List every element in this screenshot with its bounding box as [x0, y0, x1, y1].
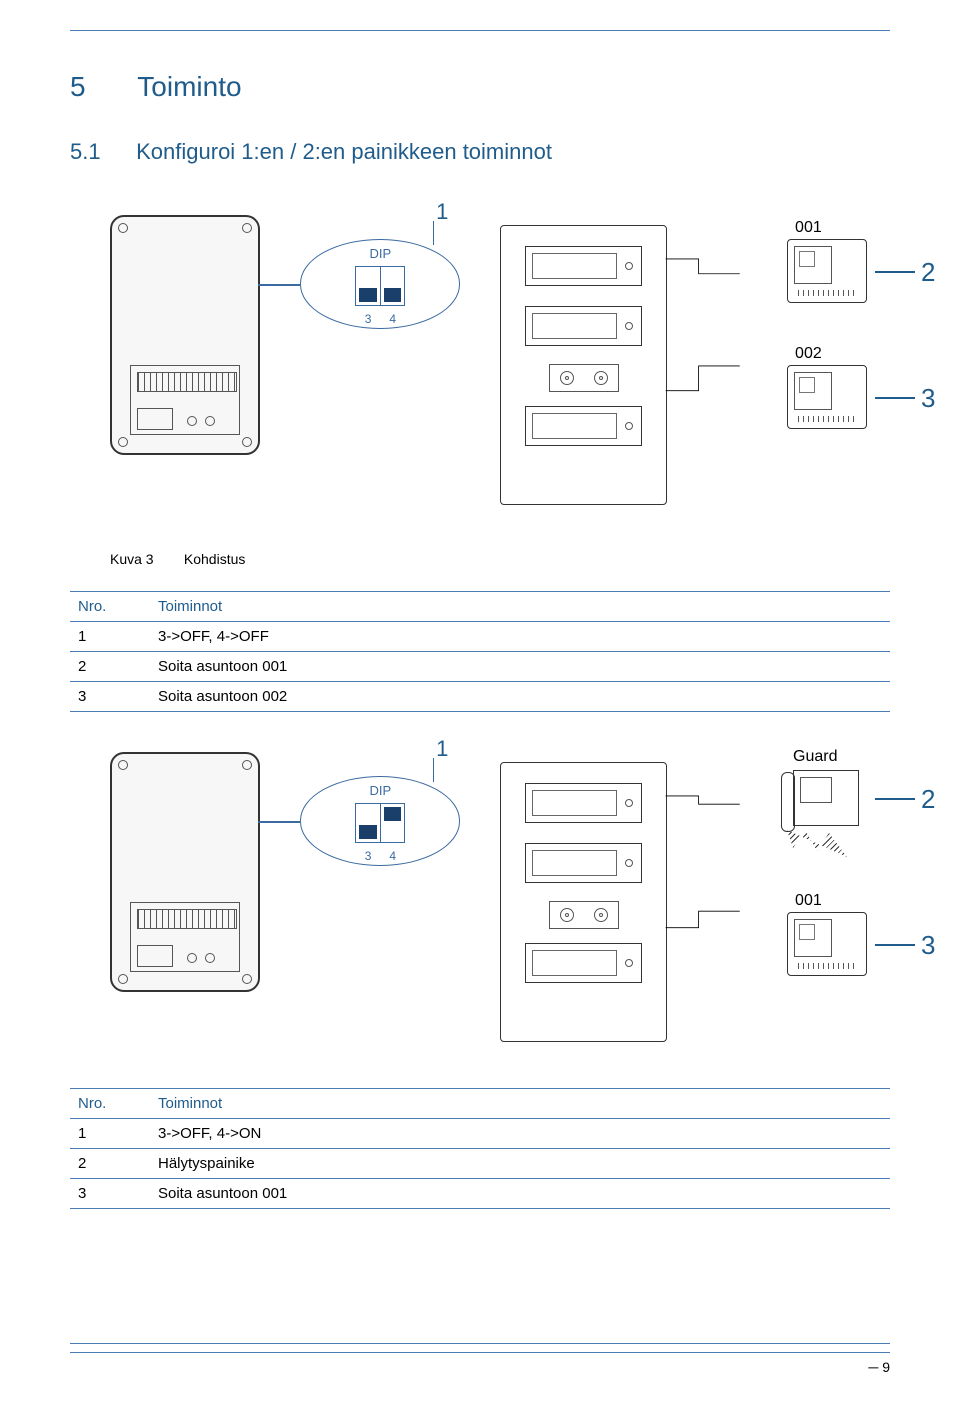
callout-3: 3 [921, 383, 935, 414]
page-number: 9 [882, 1359, 890, 1375]
indoor-station-icon [787, 239, 867, 303]
table-row: 3 Soita asuntoon 002 [70, 682, 890, 712]
caption-fig: Kuva 3 [110, 551, 180, 567]
h1-text: Toiminto [137, 71, 241, 102]
th-nro: Nro. [70, 592, 150, 622]
guard-unit-icon [781, 770, 871, 860]
section-heading-2: 5.1 Konfiguroi 1:en / 2:en painikkeen to… [70, 139, 890, 165]
section-heading-1: 5 Toiminto [70, 71, 890, 103]
device-back-icon [110, 215, 260, 455]
footer-dash: ─ [868, 1359, 878, 1375]
table-row: 2 Hälytyspainike [70, 1149, 890, 1179]
page: 5 Toiminto 5.1 Konfiguroi 1:en / 2:en pa… [0, 0, 960, 1209]
h2-text: Konfiguroi 1:en / 2:en painikkeen toimin… [136, 139, 552, 164]
callout-2: 2 [921, 257, 935, 288]
dip-switch-callout: 1 DIP 3 4 [300, 239, 460, 329]
outdoor-panel-icon [500, 762, 667, 1042]
dip-switch-callout: 1 DIP 3 4 [300, 776, 460, 866]
diagram-1: 1 DIP 3 4 [70, 215, 890, 515]
dip-label: DIP [370, 246, 392, 261]
h1-number: 5 [70, 71, 130, 103]
function-table-1: Nro. Toiminnot 1 3->OFF, 4->OFF 2 Soita … [70, 591, 890, 712]
outdoor-panel-icon [500, 225, 667, 505]
table-row: 2 Soita asuntoon 001 [70, 652, 890, 682]
callout-2: 2 [921, 784, 935, 815]
th-toiminnot: Toiminnot [150, 592, 890, 622]
indoor-station-icon [787, 912, 867, 976]
indoor-station-icon [787, 365, 867, 429]
table-row: 1 3->OFF, 4->ON [70, 1119, 890, 1149]
table-row: 1 3->OFF, 4->OFF [70, 622, 890, 652]
figure-caption: Kuva 3 Kohdistus [110, 551, 890, 567]
th-toiminnot: Toiminnot [150, 1089, 890, 1119]
dip-label: DIP [370, 783, 392, 798]
table-row: 3 Soita asuntoon 001 [70, 1179, 890, 1209]
top-rule [70, 30, 890, 31]
dest-label-002: 002 [795, 345, 822, 363]
caption-text: Kohdistus [184, 551, 245, 567]
th-nro: Nro. [70, 1089, 150, 1119]
destinations: 001 2 002 3 [707, 215, 890, 515]
dip-num-a: 3 [365, 312, 372, 326]
destinations: Guard 2 001 3 [707, 752, 890, 1052]
diagram-2: 1 DIP 3 4 [70, 752, 890, 1052]
dip-block-icon [355, 266, 405, 306]
dip-num-b: 4 [389, 312, 396, 326]
h2-number: 5.1 [70, 139, 130, 165]
dip-block-icon [355, 803, 405, 843]
callout-3: 3 [921, 930, 935, 961]
callout-1: 1 [436, 199, 448, 225]
dest-label-001: 001 [795, 219, 822, 237]
dip-num-a: 3 [365, 849, 372, 863]
dest-label-guard: Guard [793, 748, 837, 766]
device-back-icon [110, 752, 260, 992]
dest-label-001b: 001 [795, 892, 822, 910]
page-footer: ─ 9 [70, 1343, 890, 1375]
callout-1: 1 [436, 736, 448, 762]
function-table-2: Nro. Toiminnot 1 3->OFF, 4->ON 2 Hälytys… [70, 1088, 890, 1209]
dip-num-b: 4 [389, 849, 396, 863]
